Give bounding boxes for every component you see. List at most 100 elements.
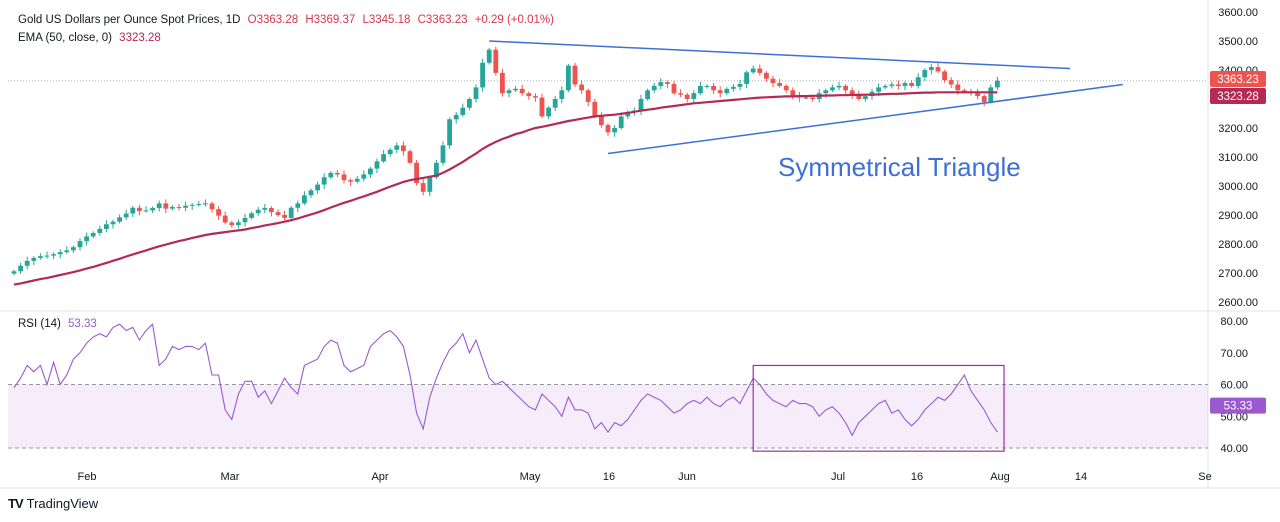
candle-body: [242, 217, 248, 223]
candle-body: [302, 195, 307, 204]
candle-body: [44, 255, 50, 257]
candle-body: [876, 87, 881, 92]
candle-body: [137, 207, 142, 211]
candle-body: [975, 93, 980, 97]
candle-body: [328, 172, 334, 178]
candle-body: [896, 84, 901, 86]
candle-body: [830, 87, 835, 91]
candle-body: [737, 83, 743, 87]
candle-body: [889, 84, 895, 86]
candle-body: [295, 203, 301, 208]
tv-logo-text: TradingView: [26, 496, 99, 511]
candles: [11, 46, 1000, 276]
candle-body: [467, 99, 472, 108]
candle-body: [645, 90, 650, 99]
candle-body: [262, 208, 268, 210]
time-axis-tick: Aug: [990, 471, 1010, 483]
candle-body: [71, 247, 76, 251]
candle-body: [823, 90, 829, 94]
candle-body: [929, 67, 934, 70]
candle-body: [163, 203, 169, 209]
candle-body: [618, 116, 624, 128]
candle-body: [744, 72, 749, 84]
time-axis-tick: Jul: [831, 471, 845, 483]
time-axis-tick: 14: [1075, 471, 1087, 483]
candle-body: [988, 87, 994, 102]
candle-body: [552, 99, 558, 108]
candle-body: [519, 88, 525, 94]
candle-body: [249, 213, 254, 218]
candle-body: [750, 68, 756, 73]
candle-body: [427, 177, 433, 192]
candle-body: [156, 203, 162, 209]
candle-body: [612, 128, 617, 133]
axes: 3600.003500.003400.003300.003200.003100.…: [78, 7, 1258, 483]
candle-body: [229, 222, 235, 226]
candle-body: [902, 83, 908, 86]
candle-body: [506, 90, 512, 94]
candle-body: [38, 256, 43, 258]
candle-body: [717, 90, 723, 94]
candle-body: [909, 83, 914, 86]
candle-body: [955, 84, 961, 91]
candle-body: [222, 215, 228, 223]
candle-body: [480, 62, 485, 88]
symbol-title: Gold US Dollars per Ounce Spot Prices, 1…: [18, 14, 241, 26]
candle-body: [836, 85, 842, 88]
candle-body: [704, 85, 710, 87]
candle-body: [282, 215, 287, 218]
price-axis-tick: 3500.00: [1218, 36, 1258, 48]
candle-body: [500, 72, 505, 94]
candle-body: [64, 250, 70, 253]
candle-body: [407, 151, 413, 163]
candle-body: [77, 241, 83, 248]
candle-body: [341, 174, 347, 181]
candle-body: [368, 168, 373, 175]
candle-body: [625, 112, 631, 117]
time-axis-tick: Jun: [678, 471, 696, 483]
candle-body: [777, 83, 782, 86]
last-price-badge-bg: [1210, 71, 1266, 87]
candle-body: [196, 203, 202, 205]
close-value: C3363.23: [417, 14, 468, 26]
ema-price-badge: 3323.28: [1217, 91, 1259, 103]
rsi-highlight-box: [752, 364, 1005, 452]
candle-body: [783, 85, 789, 91]
candle-body: [308, 190, 314, 196]
price-axis-tick: 3000.00: [1218, 181, 1258, 193]
candle-body: [566, 65, 571, 91]
candle-body: [678, 93, 683, 95]
candle-body: [460, 107, 466, 115]
candle-body: [104, 224, 109, 229]
ema-label: EMA (50, close, 0): [18, 32, 112, 44]
rsi-axis-tick: 80.00: [1220, 316, 1248, 328]
candle-body: [209, 203, 215, 210]
candle-body: [315, 184, 320, 191]
rsi-value-badge: 53.33: [1224, 401, 1253, 413]
candle-body: [526, 93, 532, 97]
candle-body: [440, 145, 446, 163]
candle-body: [11, 271, 17, 274]
candle-body: [810, 97, 815, 99]
tradingview-logo[interactable]: TV TradingView: [8, 496, 98, 511]
candle-body: [922, 70, 928, 78]
candle-body: [123, 213, 129, 218]
candle-body: [790, 90, 796, 97]
price-axis-tick: 2900.00: [1218, 210, 1258, 222]
rsi-axis-tick: 50.00: [1220, 411, 1248, 423]
candle-body: [216, 209, 221, 216]
high-value: H3369.37: [305, 14, 356, 26]
price-axis-tick: 2600.00: [1218, 297, 1258, 309]
candle-body: [856, 94, 862, 99]
candle-body: [882, 85, 888, 88]
candle-body: [863, 96, 868, 99]
candle-body: [935, 67, 941, 72]
trendline-lower: [607, 83, 1123, 155]
candle-body: [269, 208, 274, 213]
candle-body: [57, 252, 63, 255]
price-axis-tick: 3600.00: [1218, 7, 1258, 19]
rsi-band-fill: [8, 384, 1208, 448]
candle-body: [97, 228, 103, 233]
candle-body: [183, 205, 188, 208]
